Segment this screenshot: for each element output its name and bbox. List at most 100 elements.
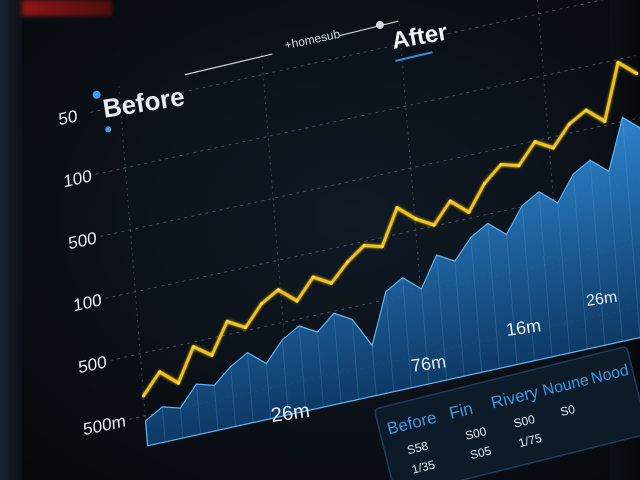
area-spike	[420, 288, 430, 385]
before-dot-icon	[105, 126, 112, 133]
y-tick-label: 500	[77, 351, 107, 377]
area-spike	[281, 339, 289, 415]
area-spike	[371, 345, 377, 396]
grid-line	[118, 85, 149, 446]
area-spike	[145, 420, 149, 446]
area-spike	[506, 234, 518, 365]
header-rule-right	[339, 20, 399, 37]
y-tick-label: 50	[58, 105, 78, 129]
area-spike	[161, 406, 166, 443]
area-spike	[402, 277, 412, 388]
area-spike	[385, 291, 395, 392]
yellow-line-point	[191, 345, 195, 349]
area-spike	[333, 313, 342, 404]
x-tick-label: 26m	[585, 289, 618, 310]
area-spike	[213, 385, 219, 431]
yellow-line-point	[414, 217, 418, 221]
before-marker-icon	[92, 90, 101, 99]
area-spike	[316, 332, 324, 408]
y-tick-label: 500m	[82, 410, 126, 439]
grid-line	[105, 179, 640, 299]
after-marker-icon	[375, 20, 384, 29]
x-tick-label: 26m	[270, 400, 312, 427]
grid-line	[95, 55, 636, 175]
yellow-line-point	[157, 370, 162, 374]
yellow-line-point	[176, 381, 180, 385]
after-label: After	[390, 19, 450, 55]
yellow-line-point	[259, 302, 264, 306]
y-tick-label: 100	[63, 165, 93, 191]
yellow-line-point	[243, 325, 248, 330]
grid-line	[90, 0, 631, 113]
area-spike	[436, 254, 448, 381]
area-spike	[538, 191, 553, 357]
yellow-line-point	[380, 244, 384, 249]
yellow-line-point	[395, 206, 399, 210]
yellow-line-point	[225, 319, 229, 324]
summary-table: Before Fin Rivery Noune Nood S58 S00 S00…	[374, 346, 640, 480]
area-spike	[487, 223, 500, 369]
yellow-line-point	[603, 119, 607, 123]
yellow-line-point	[276, 288, 280, 292]
yellow-line-point	[551, 146, 555, 150]
table-cell: S00	[512, 412, 536, 431]
table-cell: 1/75	[517, 431, 543, 450]
area-spike	[351, 319, 360, 400]
blue-area-path	[144, 116, 640, 447]
yellow-line-point	[616, 60, 620, 65]
area-spike	[521, 205, 535, 361]
header-subtitle: +homesub	[283, 27, 341, 52]
chart-panel: 50 100 500 100 500 500m	[58, 0, 640, 447]
x-tick-label: 76m	[410, 351, 447, 376]
area-spike	[298, 325, 307, 412]
yellow-line-series	[141, 60, 639, 398]
grid-line	[100, 117, 640, 237]
area-spike	[265, 363, 272, 419]
table-cell: S05	[469, 443, 493, 462]
area-spike	[608, 171, 623, 342]
area-spike	[470, 237, 483, 373]
table-cell: S00	[464, 424, 488, 443]
y-tick-label: 500	[68, 227, 98, 253]
blue-area-series	[144, 116, 640, 447]
y-tick-label: 100	[72, 289, 102, 315]
yellow-line-point	[533, 140, 537, 144]
header-rule-left	[184, 53, 273, 76]
area-spike	[247, 352, 254, 423]
yellow-line-point	[295, 299, 299, 303]
table-cell: S0	[559, 402, 577, 419]
table-cell: S58	[406, 438, 430, 457]
yellow-line-point	[635, 71, 639, 76]
yellow-line-point	[311, 275, 315, 279]
yellow-line-point	[141, 394, 146, 398]
yellow-line-point	[210, 353, 214, 357]
table-cell: 1/35	[410, 457, 436, 476]
yellow-line-point	[467, 210, 471, 214]
yellow-line-point	[584, 108, 588, 112]
area-spike	[195, 384, 201, 435]
area-spike	[589, 160, 606, 346]
yellow-line-point	[517, 164, 521, 168]
yellow-line-point	[482, 181, 487, 186]
yellow-line-point	[362, 243, 366, 248]
yellow-line-point	[432, 223, 436, 227]
yellow-line-point	[329, 281, 334, 285]
yellow-line-point	[499, 162, 503, 167]
area-spike	[179, 407, 184, 439]
monitor-bezel-left	[0, 0, 22, 480]
summary-table-panel	[374, 346, 640, 480]
y-axis-ticks: 50 100 500 100 500 500m	[58, 105, 127, 439]
after-underline	[395, 51, 433, 62]
area-spike	[572, 173, 588, 350]
area-spike	[557, 202, 571, 354]
yellow-line-point	[567, 122, 571, 126]
yellow-line-point	[346, 260, 350, 264]
x-tick-label: 16m	[505, 315, 542, 340]
area-spike	[621, 117, 640, 338]
yellow-line-point	[448, 199, 452, 203]
before-label: Before	[101, 81, 187, 124]
area-spike	[230, 366, 237, 427]
yellow-line-path	[142, 60, 638, 397]
area-spike	[454, 261, 465, 377]
